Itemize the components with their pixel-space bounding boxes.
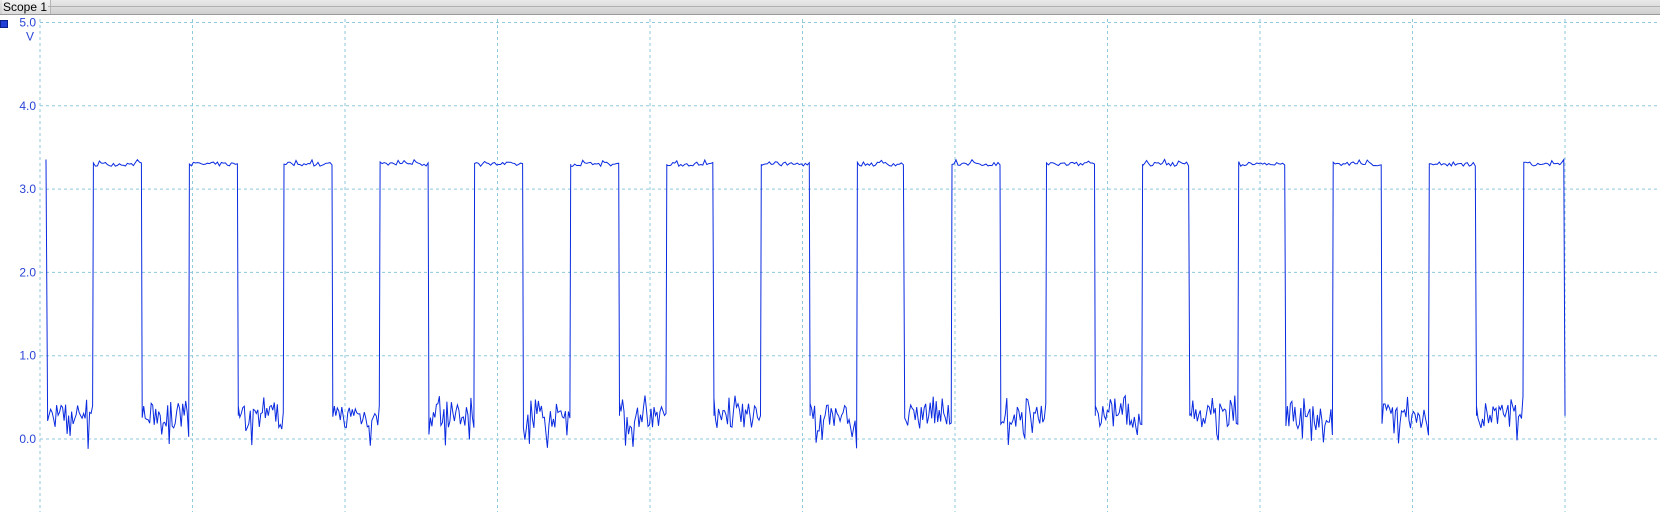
y-tick-label: 2.0: [19, 265, 36, 279]
channel-marker-icon[interactable]: [0, 20, 8, 28]
y-tick-label: 3.0: [19, 182, 36, 196]
y-tick-label: 5.0: [19, 16, 36, 30]
y-tick-labels: 0.0 1.0 2.0 3.0 4.0 5.0: [19, 16, 36, 447]
grid: [39, 19, 1660, 512]
y-tick-label: 0.0: [19, 432, 36, 446]
y-unit-label: V: [26, 30, 34, 44]
titlebar-rule: [48, 6, 1660, 7]
scope-plot[interactable]: 0.0 1.0 2.0 3.0 4.0 5.0 V: [0, 15, 1660, 512]
scope-title: Scope 1: [2, 0, 52, 14]
signal-trace: [45, 157, 1566, 449]
y-tick-label: 1.0: [19, 349, 36, 363]
scope-titlebar[interactable]: Scope 1: [0, 0, 1660, 15]
y-tick-label: 4.0: [19, 99, 36, 113]
